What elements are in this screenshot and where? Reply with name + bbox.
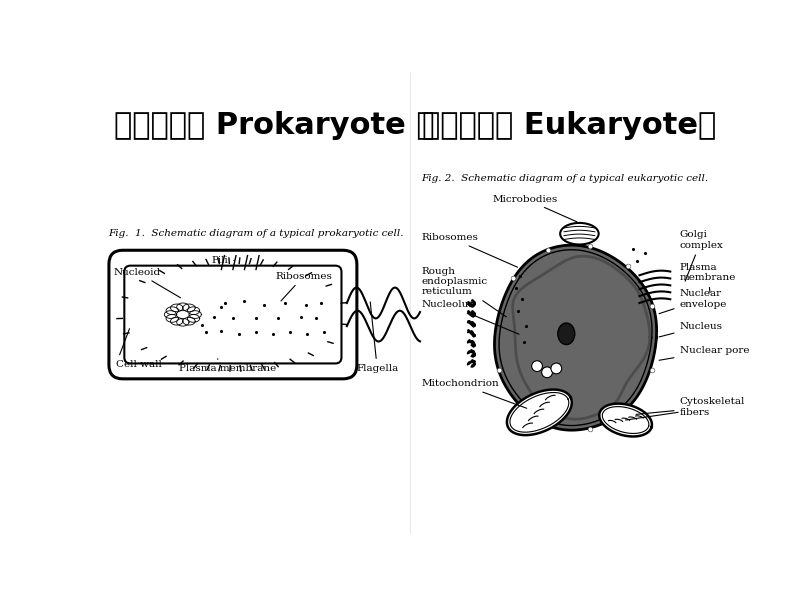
Circle shape [551,363,562,374]
Circle shape [542,367,553,377]
Text: 原核生物（ Prokaryote ）: 原核生物（ Prokaryote ） [114,112,434,140]
Text: Flagella: Flagella [356,302,398,373]
Text: Nucleus: Nucleus [659,322,722,337]
Text: Cell wall: Cell wall [116,329,162,369]
Text: Pili: Pili [211,256,234,265]
Text: Fig.  1.  Schematic diagram of a typical prokaryotic cell.: Fig. 1. Schematic diagram of a typical p… [108,229,404,238]
Ellipse shape [558,323,574,344]
Text: Ribosomes: Ribosomes [275,272,332,301]
Polygon shape [513,256,650,419]
Text: Golgi
complex: Golgi complex [679,230,723,281]
Text: Nucleolus: Nucleolus [422,300,519,334]
Text: Fig. 2.  Schematic diagram of a typical eukaryotic cell.: Fig. 2. Schematic diagram of a typical e… [422,174,709,183]
Text: Microbodies: Microbodies [493,194,577,222]
FancyBboxPatch shape [124,266,342,364]
Text: 真核生物（ Eukaryote）: 真核生物（ Eukaryote） [422,112,716,140]
Ellipse shape [560,223,598,244]
Text: Rough
endoplasmic
reticulum: Rough endoplasmic reticulum [422,266,506,317]
Circle shape [532,361,542,371]
Text: Ribosomes: Ribosomes [422,233,518,267]
Text: Mitochondrion: Mitochondrion [422,379,526,408]
Polygon shape [507,389,572,435]
Polygon shape [599,404,652,436]
Text: Nuclear pore: Nuclear pore [659,346,749,360]
Polygon shape [494,245,657,430]
Text: Nuclear
envelope: Nuclear envelope [659,289,727,314]
FancyBboxPatch shape [109,250,357,379]
Text: Cytoskeletal
fibers: Cytoskeletal fibers [636,397,745,416]
Text: Plasma
membrane: Plasma membrane [679,263,736,293]
Text: Nucleoid: Nucleoid [114,268,181,298]
Text: Plasma membrane: Plasma membrane [179,359,276,373]
